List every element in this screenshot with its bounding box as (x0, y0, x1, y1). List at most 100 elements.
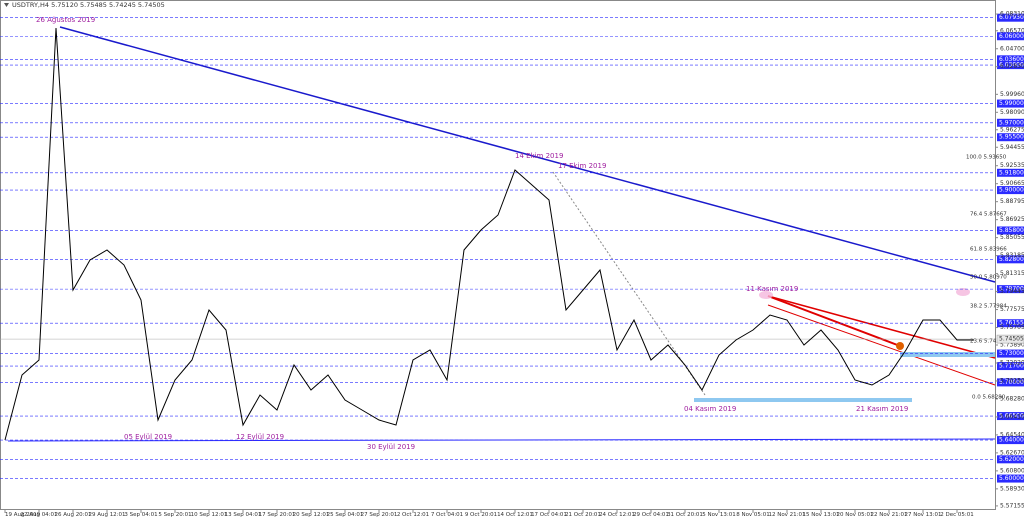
level-box (997, 32, 1024, 41)
y-tick-label: 5.94455 (1000, 144, 1024, 151)
x-tick-label: 20 Sep 12:01 (293, 512, 330, 518)
level-box (997, 455, 1024, 464)
y-tick-label: 5.70150 (1000, 377, 1024, 384)
annotation: 05 Eylül 2019 (124, 433, 172, 441)
level-box (997, 61, 1024, 70)
level-box (997, 285, 1024, 294)
x-tick-label: 22 Nov 21:01 (870, 512, 907, 518)
level-box (997, 13, 1024, 22)
channel-line (767, 295, 996, 359)
fib-label: 100.0 5.93650 (966, 155, 1007, 161)
channel-line (767, 304, 996, 386)
level-label: 5.64000 (999, 437, 1024, 444)
fib-label: 0.0 5.68280 (972, 395, 1006, 401)
y-tick-label: 5.60800 (1000, 467, 1024, 474)
level-box (997, 319, 1024, 328)
annotation: 14 Ekim 2019 (515, 152, 563, 160)
highlight (956, 288, 970, 296)
level-label: 6.03600 (999, 56, 1024, 63)
x-tick-label: 9 Oct 20:01 (465, 512, 497, 518)
support-zone (694, 398, 912, 402)
y-tick-label: 5.96275 (1000, 126, 1024, 133)
y-tick-label: 5.58930 (1000, 485, 1024, 492)
level-box (997, 168, 1024, 177)
y-tick-label: 5.64540 (1000, 431, 1024, 438)
level-box (997, 349, 1024, 358)
level-box (997, 133, 1024, 142)
y-tick-label: 5.88795 (1000, 198, 1024, 205)
y-tick-label: 5.73890 (1000, 342, 1024, 349)
level-label: 5.82800 (999, 256, 1024, 263)
level-label: 5.73000 (999, 350, 1024, 357)
x-tick-label: 19 Aug 2019 (5, 512, 41, 518)
x-tick-label: 29 Oct 04:01 (633, 512, 669, 518)
level-label: 5.85800 (999, 227, 1024, 234)
x-tick-label: 17 Oct 04:01 (531, 512, 567, 518)
level-box (997, 412, 1024, 421)
level-box (997, 474, 1024, 483)
y-tick-label: 6.06570 (1000, 27, 1024, 34)
level-label: 5.90000 (999, 187, 1024, 194)
annotation: 26 Ağustos 2019 (36, 16, 95, 24)
highlight (759, 291, 773, 299)
x-tick-label: 29 Aug 12:01 (88, 512, 125, 518)
level-box (997, 362, 1024, 371)
y-tick-label: 5.81315 (1000, 270, 1024, 277)
x-tick-label: 2 Oct 12:01 (397, 512, 429, 518)
x-tick-label: 21 Oct 20:01 (565, 512, 601, 518)
price-line (4, 28, 974, 441)
level-label: 5.76155 (999, 320, 1024, 327)
x-tick-label: 26 Aug 20:01 (54, 512, 91, 518)
annotations: 26 Ağustos 2019 14 Ekim 2019 17 Ekim 201… (36, 16, 908, 451)
x-tick-label: 27 Nov 13:01 (904, 512, 941, 518)
chart-title: USDTRY,H4 5.75120 5.75485 5.74245 5.7450… (12, 1, 165, 9)
level-label: 5.71700 (999, 363, 1024, 370)
fib-label: 38.2 5.77984 (970, 304, 1007, 310)
y-tick-label: 5.86925 (1000, 216, 1024, 223)
support-zone (900, 352, 995, 357)
level-box (997, 436, 1024, 445)
level-label: 5.99000 (999, 100, 1024, 107)
level-box (997, 226, 1024, 235)
level-label: 6.07930 (999, 14, 1024, 21)
y-tick-label: 6.08310 (1000, 11, 1024, 18)
annotation: 04 Kasım 2019 (684, 405, 736, 413)
x-tick-label: 5 Sep 20:01 (158, 512, 191, 518)
x-tick-label: 5 Nov 13:01 (702, 512, 736, 518)
annotation: 17 Ekim 2019 (558, 162, 606, 170)
y-tick-label: 5.79445 (1000, 288, 1024, 295)
y-tick-label: 5.68280 (1000, 395, 1024, 402)
level-label: 5.95500 (999, 134, 1024, 141)
x-tick-label: 7 Oct 04:01 (431, 512, 463, 518)
fib-label: 76.4 5.87667 (970, 212, 1007, 218)
x-tick-label: 8 Nov 05:01 (736, 512, 770, 518)
channel-line (767, 295, 901, 347)
y-tick-label: 5.98090 (1000, 109, 1024, 116)
y-tick-label: 5.83185 (1000, 252, 1024, 259)
fib-labels: 100.0 5.93650 76.4 5.87667 61.8 5.83966 … (966, 155, 1007, 401)
level-label: 6.03000 (999, 62, 1024, 69)
x-tick-label: 17 Sep 20:01 (259, 512, 296, 518)
y-tick-label: 5.72020 (1000, 359, 1024, 366)
level-box (997, 378, 1024, 387)
level-label: 5.79700 (999, 286, 1024, 293)
x-tick-label: 25 Sep 04:01 (327, 512, 364, 518)
plot-frame (0, 0, 996, 510)
highlight (896, 342, 904, 350)
level-label: 5.91800 (999, 169, 1024, 176)
y-tick-label: 5.90665 (1000, 180, 1024, 187)
x-tick-label: 15 Nov 13:01 (802, 512, 839, 518)
level-box (997, 55, 1024, 64)
level-label: 5.66500 (999, 413, 1024, 420)
fib-label: 50.0 5.80970 (970, 275, 1007, 281)
level-label: 5.70000 (999, 379, 1024, 386)
level-label: 5.60000 (999, 475, 1024, 482)
y-tick-label: 6.02830 (1000, 63, 1024, 70)
y-tick-label: 5.85055 (1000, 234, 1024, 241)
x-tick-label: 13 Sep 04:01 (225, 512, 262, 518)
current-price-label: 5.74505 (999, 336, 1024, 343)
fib-label: 23.6 5.74297 (970, 339, 1007, 345)
current-price-box (996, 334, 1024, 344)
y-tick-label: 5.66410 (1000, 413, 1024, 420)
